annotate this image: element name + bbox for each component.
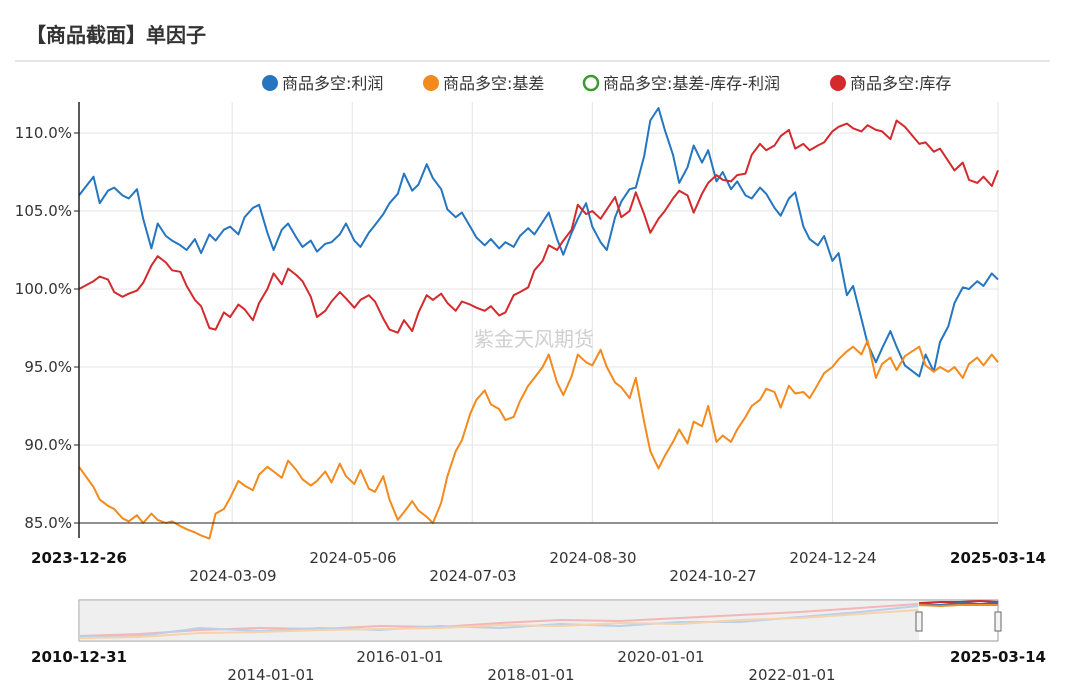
- x-tick-label: 2024-12-24: [789, 549, 876, 567]
- navigator-selected-basis: [918, 604, 998, 608]
- navigator-mask: [79, 600, 919, 641]
- y-axis-ticks: 110.0% 105.0% 100.0% 95.0% 90.0% 85.0%: [15, 124, 79, 532]
- series-group: [78, 107, 999, 540]
- y-tick-label: 85.0%: [24, 514, 72, 532]
- y-tick-label: 105.0%: [15, 202, 72, 220]
- x-tick-label: 2024-08-30: [549, 549, 636, 567]
- navigator-right-handle[interactable]: [994, 611, 1002, 632]
- series-line: [78, 107, 999, 378]
- x-tick-label: 2024-03-09: [189, 567, 276, 585]
- chart-title: 【商品截面】单因子: [26, 23, 206, 47]
- x-tick-label: 2024-07-03: [429, 567, 516, 585]
- nav-tick-label: 2018-01-01: [487, 666, 574, 684]
- legend-item[interactable]: 商品多空:利润: [262, 74, 383, 93]
- legend-marker-icon: [423, 75, 439, 91]
- range-navigator[interactable]: [78, 599, 1002, 642]
- nav-tick-label: 2016-01-01: [356, 648, 443, 666]
- legend-marker-icon: [830, 75, 846, 91]
- legend-label: 商品多空:基差: [443, 74, 544, 93]
- x-tick-label: 2024-10-27: [669, 567, 756, 585]
- grid-lines: [79, 102, 999, 524]
- x-end-label: 2025-03-14: [950, 549, 1046, 567]
- legend-marker-icon: [262, 75, 278, 91]
- legend-item[interactable]: 商品多空:基差: [423, 74, 544, 93]
- x-start-label: 2023-12-26: [31, 549, 127, 567]
- legend-item[interactable]: 商品多空:基差-库存-利润: [582, 74, 780, 93]
- nav-tick-label: 2020-01-01: [617, 648, 704, 666]
- nav-tick-label: 2022-01-01: [748, 666, 835, 684]
- y-tick-label: 100.0%: [15, 280, 72, 298]
- navigator-line-basis: [79, 609, 919, 639]
- y-tick-label: 95.0%: [24, 358, 72, 376]
- series-line: [78, 339, 999, 540]
- nav-start-label: 2010-12-31: [31, 648, 127, 666]
- watermark: 紫金天风期货: [474, 327, 594, 351]
- series-line: [78, 119, 999, 334]
- nav-tick-label: 2014-01-01: [227, 666, 314, 684]
- x-tick-label: 2024-05-06: [309, 549, 396, 567]
- legend-marker-icon: [582, 74, 600, 92]
- legend-item[interactable]: 商品多空:库存: [830, 74, 951, 93]
- navigator-left-handle[interactable]: [915, 611, 923, 632]
- y-tick-label: 110.0%: [15, 124, 72, 142]
- legend-label: 商品多空:基差-库存-利润: [603, 74, 780, 93]
- nav-end-label: 2025-03-14: [950, 648, 1046, 666]
- y-tick-label: 90.0%: [24, 436, 72, 454]
- legend-label: 商品多空:利润: [282, 74, 383, 93]
- legend: 商品多空:利润 商品多空:基差 商品多空:基差-库存-利润 商品多空:库存: [262, 74, 951, 93]
- legend-label: 商品多空:库存: [850, 74, 951, 93]
